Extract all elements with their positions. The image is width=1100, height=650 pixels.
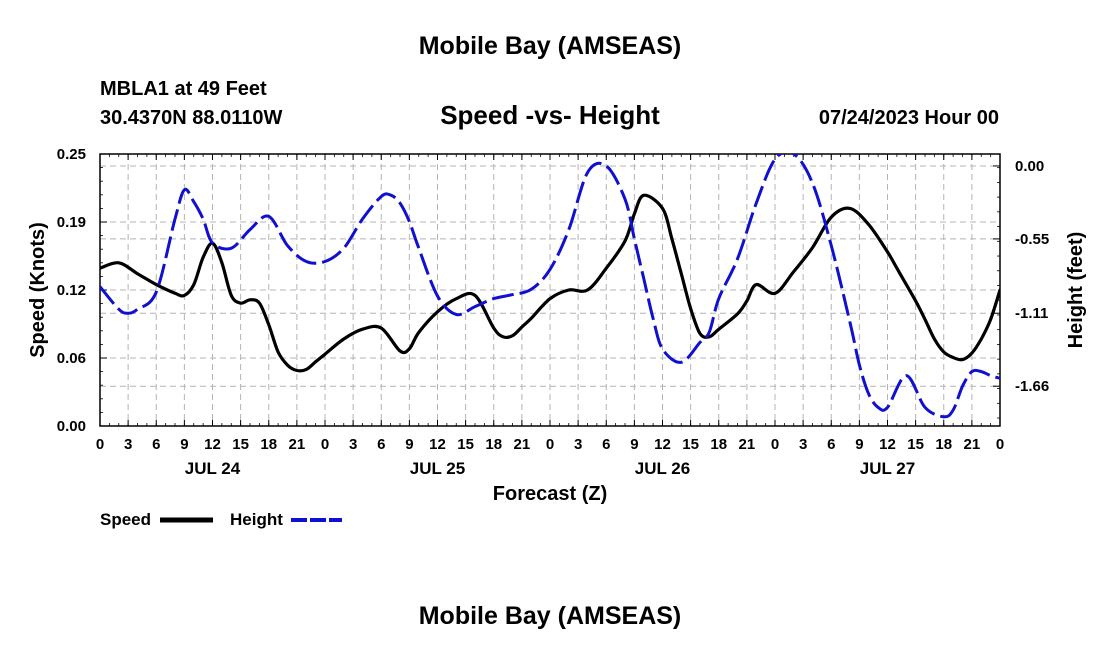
x-tick-label: 21: [964, 436, 981, 453]
station-coords: 30.4370N 88.0110W: [100, 107, 282, 129]
series-lines: [100, 154, 1000, 419]
x-tick-label: 3: [124, 436, 132, 453]
x-tick-label: 0: [996, 436, 1004, 453]
x-tick-label: 9: [630, 436, 638, 453]
series-line-speed: [100, 193, 1000, 373]
x-tick-label: 12: [879, 436, 896, 453]
x-tick-label: 21: [289, 436, 306, 453]
x-tick-label: 9: [180, 436, 188, 453]
x-tick-label: 15: [907, 436, 924, 453]
x-tick-label: 15: [682, 436, 699, 453]
x-day-label: JUL 24: [185, 459, 241, 478]
y-axis-label: Speed (Knots): [27, 222, 49, 358]
y-tick-label: 0.25: [57, 146, 86, 163]
x-day-label: JUL 26: [635, 459, 690, 478]
x-tick-label: 9: [405, 436, 413, 453]
x-tick-label: 9: [855, 436, 863, 453]
x-tick-label: 0: [771, 436, 779, 453]
y-tick-label: 0.12: [57, 282, 86, 299]
y2-tick-label: -1.66: [1015, 378, 1049, 395]
series-line-height: [100, 154, 1000, 419]
y-tick-label: 0.00: [57, 418, 86, 435]
y2-tick-label: -0.55: [1015, 231, 1049, 248]
legend: Speed Height: [100, 510, 342, 529]
x-tick-label: 18: [260, 436, 277, 453]
x-tick-label: 6: [377, 436, 385, 453]
y2-tick-label: 0.00: [1015, 158, 1044, 175]
axis-ticks: [99, 153, 1001, 427]
x-tick-label: 6: [827, 436, 835, 453]
y-tick-label: 0.19: [57, 214, 86, 231]
page-title-repeat: Mobile Bay (AMSEAS): [419, 602, 682, 630]
chart-title: Speed -vs- Height: [440, 100, 660, 130]
x-axis-label: Forecast (Z): [493, 483, 607, 505]
x-tick-label: 12: [429, 436, 446, 453]
x-tick-label: 18: [710, 436, 727, 453]
x-tick-label: 0: [96, 436, 104, 453]
x-tick-label: 15: [457, 436, 474, 453]
x-tick-label: 15: [232, 436, 249, 453]
x-tick-label: 12: [204, 436, 221, 453]
x-day-label: JUL 25: [410, 459, 465, 478]
x-tick-label: 3: [349, 436, 357, 453]
x-tick-label: 3: [799, 436, 807, 453]
tick-labels: 0 3 6 9 12 15 18 21 0 3 6 9 12 15 18 21 0 3 6 9 12 15 18 21 0 3 6 9…: [57, 146, 1049, 478]
y-tick-label: 0.06: [57, 350, 86, 367]
page-title: Mobile Bay (AMSEAS): [419, 32, 682, 60]
x-tick-label: 18: [935, 436, 952, 453]
x-tick-label: 18: [485, 436, 502, 453]
x-tick-label: 21: [514, 436, 531, 453]
legend-height-label: Height: [230, 510, 283, 529]
x-tick-label: 6: [602, 436, 610, 453]
x-tick-label: 12: [654, 436, 671, 453]
x-tick-label: 3: [574, 436, 582, 453]
x-tick-label: 21: [739, 436, 756, 453]
station-name: MBLA1 at 49 Feet: [100, 78, 267, 100]
x-tick-label: 0: [546, 436, 554, 453]
legend-speed-label: Speed: [100, 510, 151, 529]
x-tick-label: 6: [152, 436, 160, 453]
forecast-date: 07/24/2023 Hour 00: [819, 107, 999, 129]
x-day-label: JUL 27: [860, 459, 915, 478]
y2-tick-label: -1.11: [1015, 305, 1048, 322]
y2-axis-label: Height (feet): [1065, 232, 1087, 349]
x-tick-label: 0: [321, 436, 329, 453]
